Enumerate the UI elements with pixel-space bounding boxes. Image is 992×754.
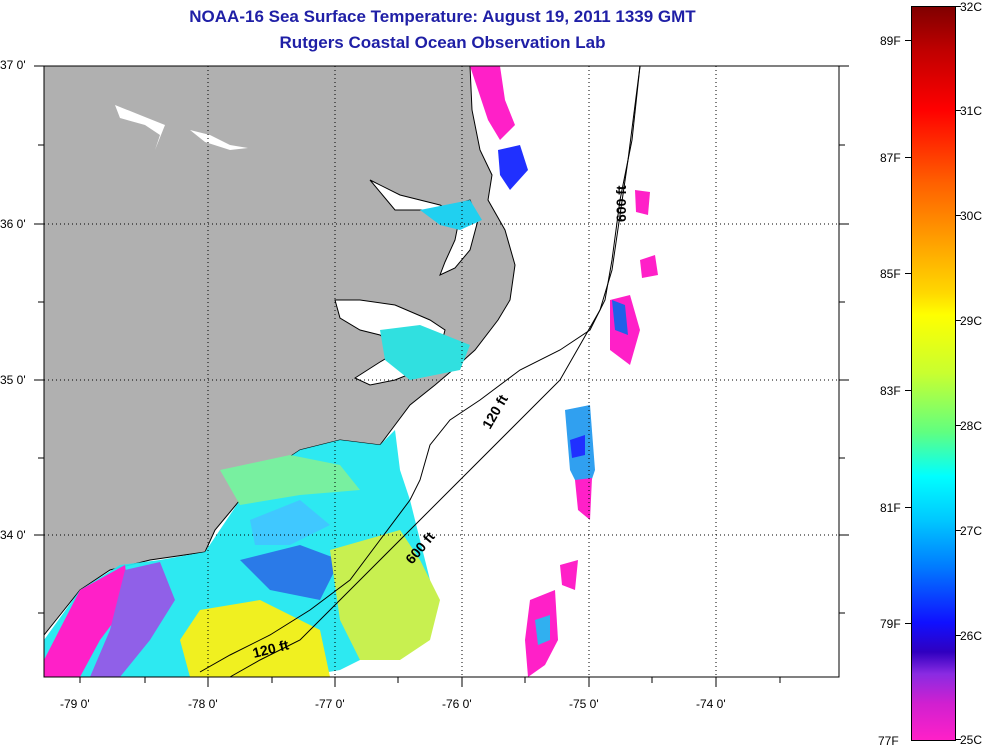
- map-subtitle: Rutgers Coastal Ocean Observation Lab: [279, 33, 606, 52]
- colorbar-label-c: 32C: [960, 0, 983, 14]
- temperature-colorbar: [911, 6, 956, 741]
- lat-label: 36 0': [0, 217, 26, 231]
- sst-data-layer: [44, 66, 658, 677]
- colorbar-label-c: 31C: [960, 104, 983, 118]
- lon-label: -78 0': [188, 697, 218, 711]
- lon-label: -77 0': [315, 697, 345, 711]
- colorbar-label-f: 89F: [880, 34, 901, 48]
- colorbar-label-c: 26C: [960, 629, 983, 643]
- lat-label: 35 0': [0, 373, 26, 387]
- colorbar-label-f: 77F: [878, 734, 899, 748]
- lat-label: 34 0': [0, 528, 26, 542]
- lat-label: 37 0': [0, 58, 26, 72]
- colorbar-label-c: 27C: [960, 524, 983, 538]
- colorbar-label-c: 28C: [960, 419, 983, 433]
- colorbar-label-c: 29C: [960, 314, 983, 328]
- lon-label: -75 0': [569, 697, 599, 711]
- colorbar-label-f: 87F: [880, 151, 901, 165]
- map-title: NOAA-16 Sea Surface Temperature: August …: [189, 7, 696, 26]
- lon-label: -79 0': [60, 697, 90, 711]
- contour-label: 600 ft: [613, 185, 629, 222]
- sst-map: 600 ft 120 ft 600 ft 120 ft: [34, 65, 849, 687]
- lon-label: -74 0': [696, 697, 726, 711]
- colorbar-label-c: 25C: [960, 733, 983, 747]
- lon-label: -76 0': [442, 697, 472, 711]
- colorbar-label-f: 79F: [880, 617, 901, 631]
- colorbar-label-f: 85F: [880, 267, 901, 281]
- colorbar-label-f: 83F: [880, 384, 901, 398]
- colorbar-label-f: 81F: [880, 501, 901, 515]
- colorbar-label-c: 30C: [960, 209, 983, 223]
